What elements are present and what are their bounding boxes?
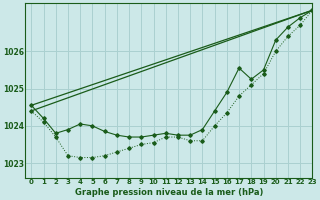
- X-axis label: Graphe pression niveau de la mer (hPa): Graphe pression niveau de la mer (hPa): [75, 188, 263, 197]
